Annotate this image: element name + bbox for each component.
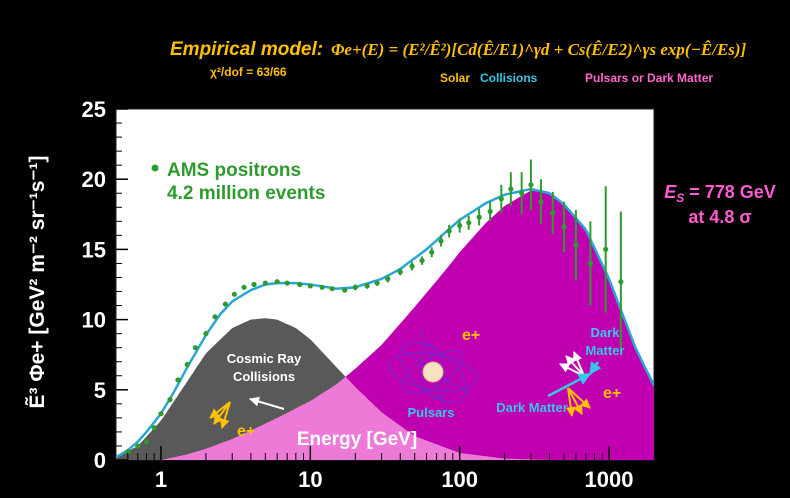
y-tick-label: 10 <box>82 308 106 333</box>
y-tick-label: 5 <box>94 378 106 403</box>
data-point <box>135 443 140 448</box>
data-point <box>342 288 347 293</box>
data-point <box>193 345 198 350</box>
data-point <box>353 285 358 290</box>
data-point <box>185 362 190 367</box>
data-point <box>603 247 608 252</box>
data-point <box>241 285 246 290</box>
y-tick-label: 25 <box>82 97 106 122</box>
data-point <box>508 186 513 191</box>
data-point <box>251 282 256 287</box>
y-tick-label: 20 <box>82 167 106 192</box>
data-point <box>398 269 403 274</box>
data-point <box>477 215 482 220</box>
x-tick-label: 10 <box>298 467 322 492</box>
data-point <box>419 258 424 263</box>
data-point <box>457 223 462 228</box>
data-point <box>618 279 623 284</box>
data-point <box>263 280 268 285</box>
dark-matter-top-label-2: Matter <box>585 343 624 358</box>
data-point <box>550 210 555 215</box>
legend-events-label: 4.2 million events <box>167 183 325 204</box>
data-point <box>212 314 217 319</box>
data-point <box>385 276 390 281</box>
data-point <box>320 285 325 290</box>
es-value-label: ES = 778 GeV <box>664 182 776 205</box>
data-point <box>499 196 504 201</box>
y-tick-label: 0 <box>94 448 106 473</box>
eplus-pulsar-label: e+ <box>462 327 480 344</box>
y-axis-label: Ẽ³ Φe+ [GeV² m⁻² sr⁻¹s⁻¹] <box>26 156 49 409</box>
legend-marker <box>152 165 159 172</box>
collisions-label: Collisions <box>233 369 295 384</box>
data-point <box>158 411 163 416</box>
data-point <box>429 250 434 255</box>
data-point <box>232 292 237 297</box>
term-pulsars-dm-label: Pulsars or Dark Matter <box>585 71 713 85</box>
y-tick-label: 15 <box>82 237 106 262</box>
data-point <box>561 224 566 229</box>
eplus-collisions-label: e+ <box>237 423 255 440</box>
eplus-dm-label: e+ <box>603 385 621 402</box>
model-label: Empirical model: <box>170 39 323 60</box>
data-point <box>438 238 443 243</box>
data-point <box>144 439 149 444</box>
data-point <box>152 425 157 430</box>
term-solar-label: Solar <box>440 71 470 85</box>
data-point <box>538 199 543 204</box>
pulsar-star-icon <box>423 362 443 382</box>
data-point <box>275 279 280 284</box>
legend-series-label: AMS positrons <box>167 160 301 181</box>
cosmic-ray-label: Cosmic Ray <box>227 351 302 366</box>
x-axis-label: Energy [GeV] <box>297 429 417 450</box>
data-point <box>175 377 180 382</box>
data-point <box>223 302 228 307</box>
data-point <box>167 397 172 402</box>
data-point <box>285 280 290 285</box>
data-point <box>447 229 452 234</box>
data-point <box>203 331 208 336</box>
data-point <box>409 264 414 269</box>
data-point <box>528 182 533 187</box>
data-point <box>466 220 471 225</box>
dark-matter-bottom-label: Dark Matter <box>496 400 568 415</box>
data-point <box>297 282 302 287</box>
data-point <box>573 243 578 248</box>
data-point <box>365 283 370 288</box>
data-point <box>488 209 493 214</box>
x-tick-label: 100 <box>441 467 478 492</box>
term-collisions-label: Collisions <box>480 71 538 85</box>
x-tick-label: 1000 <box>585 467 634 492</box>
dark-matter-top-label-1: Dark <box>591 325 621 340</box>
data-point <box>375 280 380 285</box>
x-tick-label: 1 <box>155 467 167 492</box>
data-point <box>519 191 524 196</box>
pulsars-label: Pulsars <box>408 405 455 420</box>
data-point <box>308 283 313 288</box>
data-point <box>330 286 335 291</box>
model-formula: Φe+(E) = (E²/Ê²)[Cd(Ê/E1)^γd + Cs(Ê/E2)^… <box>331 40 747 59</box>
es-significance-label: at 4.8 σ <box>688 207 751 227</box>
data-point <box>588 261 593 266</box>
chi2-label: χ²/dof = 63/66 <box>210 65 287 79</box>
